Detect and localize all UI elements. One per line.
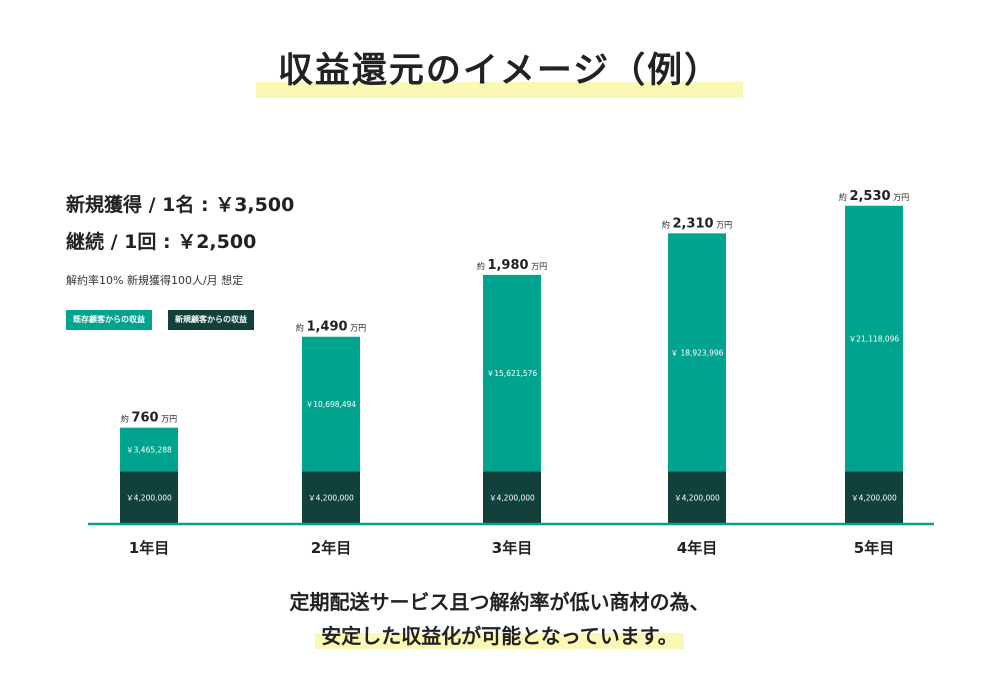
bar-total-4: 約 2,310 万円 xyxy=(662,216,732,231)
bar-label-new-1: ￥4,200,000 xyxy=(126,494,172,503)
bar-new-5 xyxy=(845,471,903,524)
assumption-note: 解約率10% 新規獲得100人/月 想定 xyxy=(66,274,244,287)
bar-existing-1 xyxy=(120,427,178,472)
x-tick-label-3: 3年目 xyxy=(492,539,532,557)
page-title: 収益還元のイメージ（例） xyxy=(255,46,744,98)
bar-label-new-5: ￥4,200,000 xyxy=(851,494,897,503)
bar-new-1 xyxy=(120,471,178,524)
footer-line-1: 定期配送サービス且つ解約率が低い商材の為、 xyxy=(289,590,710,614)
bar-new-2 xyxy=(302,471,360,524)
new-acquisition-price: 新規獲得 / 1名 : ￥3,500 xyxy=(66,194,295,216)
bar-label-existing-2: ￥10,698,494 xyxy=(306,400,357,409)
legend-new-customers: 新規顧客からの収益 xyxy=(168,310,254,330)
bar-existing-4 xyxy=(668,233,726,472)
bar-total-5: 約 2,530 万円 xyxy=(839,189,909,204)
bar-total-2: 約 1,490 万円 xyxy=(296,320,366,335)
bar-label-existing-1: ￥3,465,288 xyxy=(126,445,172,454)
bar-label-new-3: ￥4,200,000 xyxy=(489,494,535,503)
x-tick-label-1: 1年目 xyxy=(129,539,169,557)
x-tick-label-5: 5年目 xyxy=(854,539,894,557)
bar-existing-3 xyxy=(483,274,541,472)
bar-new-4 xyxy=(668,471,726,524)
bar-label-existing-5: ￥21,118,096 xyxy=(849,334,900,343)
bar-total-3: 約 1,980 万円 xyxy=(477,258,547,273)
bar-total-1: 約 760 万円 xyxy=(121,411,177,426)
bar-label-new-4: ￥4,200,000 xyxy=(674,494,720,503)
x-tick-label-4: 4年目 xyxy=(677,539,717,557)
footer-line-2: 安定した収益化が可能となっています。 xyxy=(0,620,999,649)
bar-existing-2 xyxy=(302,336,360,472)
bar-existing-5 xyxy=(845,205,903,472)
legend-existing-customers: 既存顧客からの収益 xyxy=(66,310,152,330)
x-tick-label-2: 2年目 xyxy=(311,539,351,557)
bar-label-existing-4: ￥ 18,923,996 xyxy=(671,348,724,357)
bar-label-new-2: ￥4,200,000 xyxy=(308,494,354,503)
bar-new-3 xyxy=(483,471,541,524)
bar-label-existing-3: ￥15,621,576 xyxy=(487,369,538,378)
renewal-price: 継続 / 1回 : ￥2,500 xyxy=(66,231,257,253)
